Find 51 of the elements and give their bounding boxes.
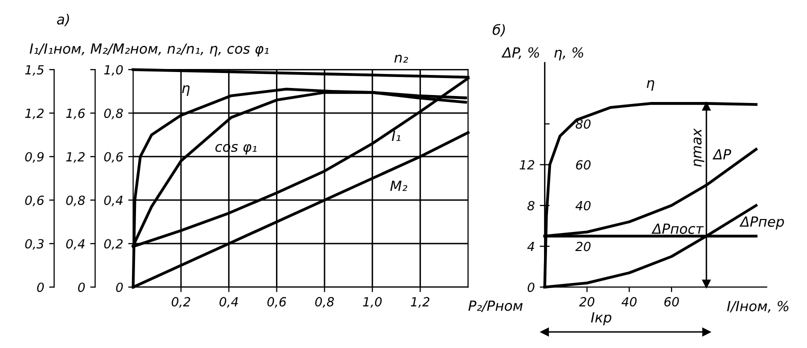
x-axis-title: P₂/Pном	[468, 300, 523, 312]
y2-tick-label: 60	[576, 160, 591, 170]
y2-tick-label: 1,5	[25, 65, 44, 76]
series-label: η	[182, 85, 190, 96]
y3-tick-label: 1,6	[66, 108, 85, 120]
series-label: n₂	[394, 54, 408, 63]
y2-tick-label: 0	[37, 282, 44, 292]
x-tick-label: 1,0	[363, 297, 382, 308]
x-tick-label: 1,2	[410, 297, 430, 308]
series-label: ΔP	[712, 149, 732, 160]
chart-title: б)	[492, 24, 505, 37]
series-label: η	[646, 80, 654, 91]
chart-title: а)	[57, 14, 70, 26]
y3-tick-label: 0,8	[66, 196, 85, 206]
y-axis-title: I₁/I₁ном, M₂/M₂ном, n₂/n₁, η, cos φ₁	[30, 44, 269, 57]
x-tick-label: 60	[664, 297, 679, 306]
y-tick-label: 0,8	[104, 108, 123, 120]
y-tick-label: 4	[527, 242, 534, 252]
series-label: M₂	[390, 180, 408, 191]
y2-tick-label: 40	[576, 200, 591, 210]
y-tick-label: 0,2	[104, 239, 123, 250]
y-tick-label: 0	[528, 282, 534, 292]
x-axis-title: I/Iном, %	[727, 300, 788, 313]
y3-tick-label: 0,4	[66, 239, 85, 250]
series-label: ΔPпер	[739, 216, 784, 230]
y-tick-label: 0,4	[104, 196, 123, 206]
y3-tick-label: 0	[78, 282, 85, 292]
x-tick-label: 0,8	[315, 297, 334, 308]
x-tick-label: 40	[622, 297, 637, 306]
y2-axis-title: η, %	[554, 47, 584, 60]
ref-line-label: ηmax	[694, 128, 704, 167]
y3-tick-label: 1,2	[66, 152, 85, 163]
x-tick-label: 0,6	[267, 297, 286, 308]
y-tick-label: 12	[520, 160, 534, 170]
y-axis-title: ΔP, %	[501, 47, 540, 60]
text: Iкр	[591, 312, 612, 326]
y-tick-label: 8	[527, 200, 534, 210]
x-tick-label: 0,2	[172, 297, 190, 308]
y2-tick-label: 1,2	[25, 108, 44, 120]
y2-tick-label: 20	[575, 242, 591, 252]
series-label: I₁	[392, 130, 400, 141]
y2-tick-label: 0,3	[25, 239, 44, 250]
x-tick-label: 0,4	[220, 297, 238, 308]
y-tick-label: 0,6	[104, 152, 123, 163]
y2-tick-label: 0,6	[25, 196, 44, 206]
x-tick-label: 20	[579, 297, 594, 306]
y-tick-label: 1,0	[104, 65, 123, 76]
y-tick-label: 0	[116, 282, 123, 292]
series-label: ΔPпост	[651, 224, 704, 234]
y2-tick-label: 80	[576, 119, 591, 129]
y2-tick-label: 0,9	[25, 152, 44, 163]
